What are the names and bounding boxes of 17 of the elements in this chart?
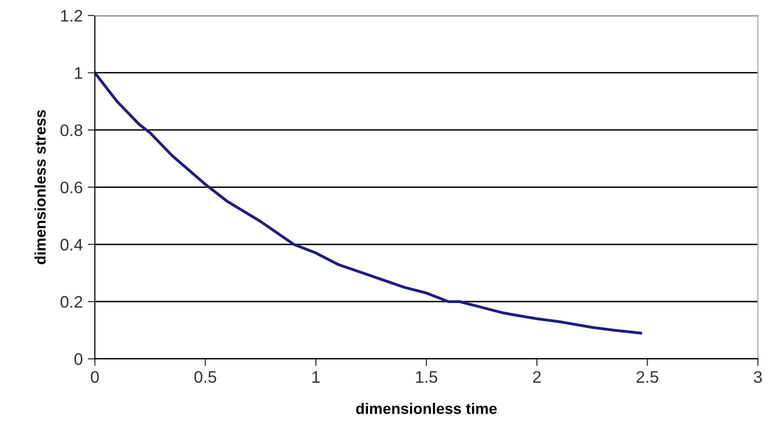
y-tick-label: 0.8: [60, 124, 82, 136]
x-tick-label: 0: [90, 371, 99, 383]
x-tick-label: 3: [754, 371, 762, 383]
x-tick-label: 2.5: [636, 371, 658, 383]
x-tick-label: 1: [312, 371, 320, 383]
line-series: [94, 71, 642, 334]
x-tick-label: 1.5: [416, 371, 438, 383]
y-tick-label: 0.6: [60, 182, 82, 194]
y-tick-label: 0: [74, 353, 82, 366]
y-tick-label: 0.4: [60, 238, 83, 251]
y-tick-label: 1.2: [61, 10, 82, 22]
x-tick-label: 2: [533, 371, 541, 383]
x-axis-title: dimensionless time: [356, 402, 497, 414]
y-axis-title: dimensionless stress: [34, 110, 46, 264]
y-tick-label: 1: [75, 67, 82, 79]
y-tick-label: 0.2: [60, 296, 82, 308]
x-tick-label: 0.5: [194, 371, 216, 383]
